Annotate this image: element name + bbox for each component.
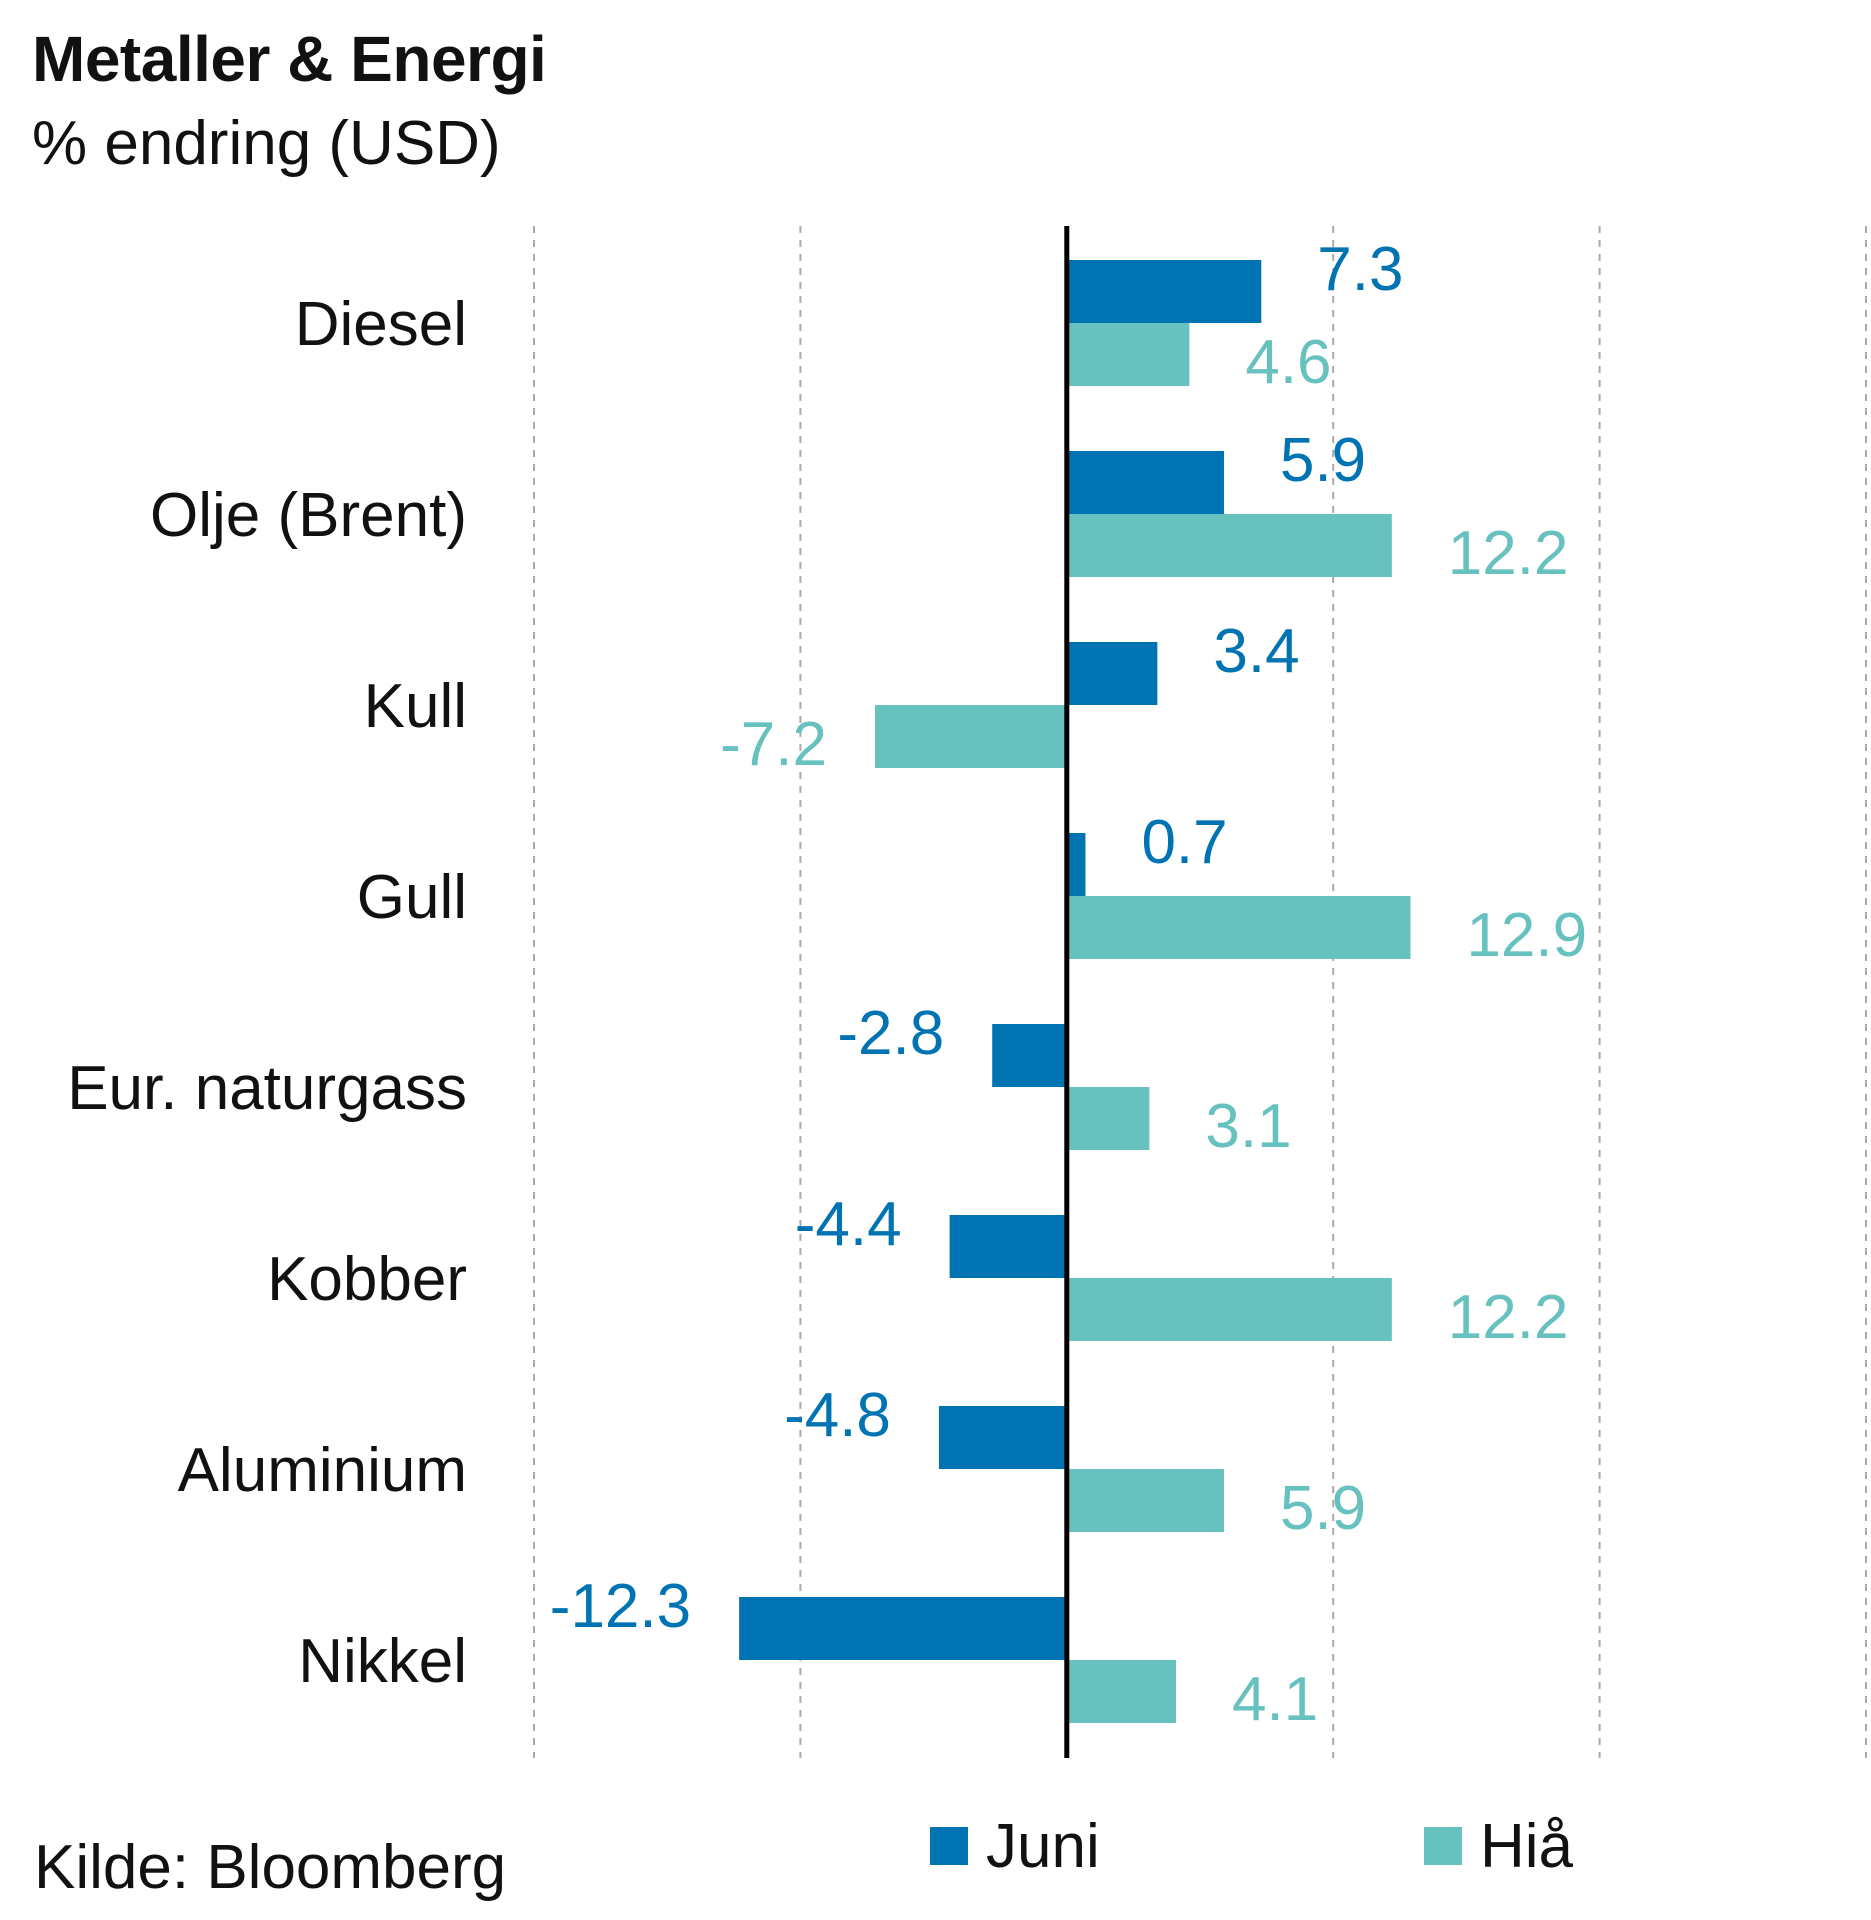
category-label: Olje (Brent) xyxy=(150,481,467,550)
bar-juni xyxy=(1066,833,1086,896)
category-label: Eur. naturgass xyxy=(67,1054,467,1123)
category-label: Nikkel xyxy=(298,1627,467,1696)
legend-swatch-juni xyxy=(930,1827,968,1865)
bar-juni xyxy=(938,1406,1067,1469)
source-note: Kilde: Bloomberg xyxy=(34,1833,507,1902)
bar-juni xyxy=(1066,451,1224,514)
category-label: Aluminium xyxy=(178,1436,467,1505)
data-label-hia: 12.9 xyxy=(1466,901,1587,970)
data-label-juni: 7.3 xyxy=(1317,235,1403,304)
bar-hia xyxy=(1066,896,1411,959)
legend-label-juni: Juni xyxy=(986,1811,1100,1881)
bar-juni xyxy=(1066,260,1262,323)
data-label-hia: 4.1 xyxy=(1232,1665,1318,1734)
data-label-hia: -7.2 xyxy=(720,710,827,779)
data-label-juni: -4.8 xyxy=(784,1381,891,1450)
data-label-juni: 3.4 xyxy=(1213,617,1299,686)
data-label-hia: 4.6 xyxy=(1245,328,1331,397)
category-label: Gull xyxy=(357,863,467,932)
data-label-hia: 12.2 xyxy=(1448,519,1569,588)
bar-juni xyxy=(992,1024,1067,1087)
chart-title: Metaller & Energi xyxy=(32,23,547,95)
bar-hia xyxy=(1066,514,1392,577)
category-label: Kull xyxy=(364,672,467,741)
chart-subtitle: % endring (USD) xyxy=(32,109,501,178)
bar-hia xyxy=(1066,1469,1224,1532)
bar-juni xyxy=(949,1215,1067,1278)
bar-juni xyxy=(739,1597,1067,1660)
category-labels: Diesel Olje (Brent) Kull Gull Eur. naturgass… xyxy=(67,290,467,1696)
bar-hia xyxy=(1066,1087,1150,1150)
data-labels: 7.3 4.6 5.9 12.2 3.4 -7.2 0.7 12.9 -2.8 3.1 -4.4 12… xyxy=(550,235,1587,1734)
bar-hia xyxy=(1066,323,1190,386)
data-label-juni: -2.8 xyxy=(837,999,944,1068)
grid-lines xyxy=(533,226,1867,1758)
bars xyxy=(739,260,1411,1723)
legend-label-hia: Hiå xyxy=(1480,1811,1574,1881)
data-label-hia: 3.1 xyxy=(1205,1092,1291,1161)
legend-item-hia: Hiå xyxy=(1424,1808,1573,1884)
bar-hia xyxy=(1066,1660,1177,1723)
legend-item-juni: Juni xyxy=(930,1808,1100,1884)
data-label-juni: 5.9 xyxy=(1280,426,1366,495)
data-label-juni: -4.4 xyxy=(795,1190,902,1259)
data-label-juni: 0.7 xyxy=(1141,808,1227,877)
bar-hia xyxy=(874,705,1067,768)
bar-juni xyxy=(1066,642,1158,705)
category-label: Diesel xyxy=(295,290,467,359)
bar-hia xyxy=(1066,1278,1392,1341)
data-label-hia: 5.9 xyxy=(1280,1474,1366,1543)
legend-swatch-hia xyxy=(1424,1827,1462,1865)
data-label-juni: -12.3 xyxy=(550,1572,691,1641)
data-label-hia: 12.2 xyxy=(1448,1283,1569,1352)
category-label: Kobber xyxy=(267,1245,467,1314)
